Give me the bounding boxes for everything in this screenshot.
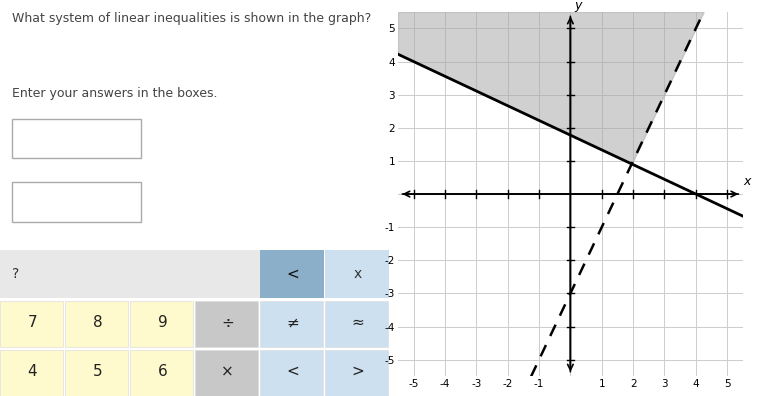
Text: ÷: ÷ [221,315,234,330]
Text: 6: 6 [158,364,168,379]
FancyBboxPatch shape [325,350,388,396]
FancyBboxPatch shape [130,350,193,396]
Text: ×: × [221,364,234,379]
Text: 8: 8 [92,315,102,330]
Text: 7: 7 [28,315,37,330]
FancyBboxPatch shape [260,301,324,347]
FancyBboxPatch shape [0,301,63,347]
FancyBboxPatch shape [325,250,389,298]
FancyBboxPatch shape [260,350,324,396]
Text: x: x [743,175,750,188]
Text: 4: 4 [28,364,37,379]
FancyBboxPatch shape [65,350,128,396]
Text: <: < [287,267,299,282]
Text: 5: 5 [92,364,102,379]
FancyBboxPatch shape [260,250,324,298]
Text: 9: 9 [158,315,168,330]
FancyBboxPatch shape [325,301,388,347]
FancyBboxPatch shape [0,350,63,396]
Text: y: y [574,0,581,12]
Text: ≈: ≈ [352,315,364,330]
Text: ≠: ≠ [287,315,299,330]
FancyBboxPatch shape [196,350,258,396]
Text: ?: ? [11,267,19,281]
FancyBboxPatch shape [0,250,260,298]
Text: >: > [352,364,364,379]
FancyBboxPatch shape [196,301,258,347]
Text: <: < [287,364,299,379]
FancyBboxPatch shape [65,301,128,347]
FancyBboxPatch shape [130,301,193,347]
Text: What system of linear inequalities is shown in the graph?: What system of linear inequalities is sh… [11,12,371,25]
FancyBboxPatch shape [11,119,140,158]
Text: x: x [354,267,362,281]
Text: Enter your answers in the boxes.: Enter your answers in the boxes. [11,87,218,100]
FancyBboxPatch shape [11,182,140,222]
